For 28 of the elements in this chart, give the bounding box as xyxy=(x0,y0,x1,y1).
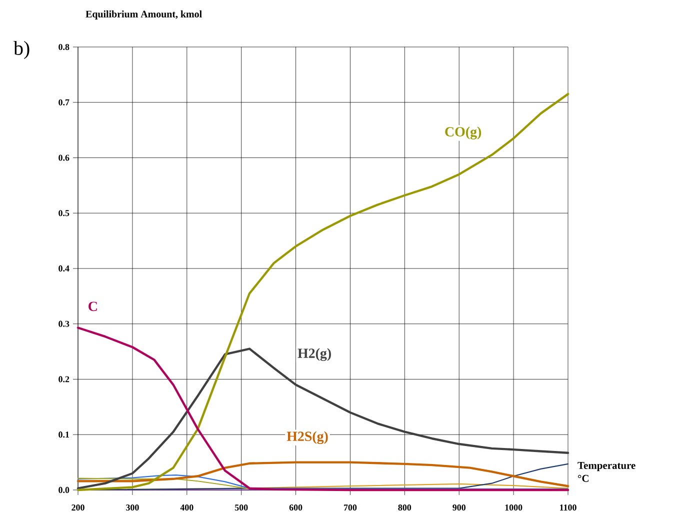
y-tick-label: 0.5 xyxy=(58,210,70,216)
y-tick-label: 0.3 xyxy=(58,320,70,327)
x-tick-label: 400 xyxy=(180,504,194,511)
x-tick-label: 1000 xyxy=(505,504,522,511)
x-tick-label: 300 xyxy=(126,504,139,511)
series-label: H2(g) xyxy=(298,348,331,361)
x-tick-label: 900 xyxy=(452,504,466,511)
line-series xyxy=(77,474,569,490)
x-tick-label: 700 xyxy=(344,504,357,511)
series-label: C xyxy=(88,302,97,312)
x-tick-label: 1100 xyxy=(560,504,576,511)
y-axis-title: Equilibrium Amount, kmol xyxy=(86,10,202,20)
x-tick-label: 600 xyxy=(289,504,302,511)
y-tick-label: 0.2 xyxy=(58,376,70,382)
series-label: CO(g) xyxy=(445,126,482,140)
y-tick-label: 0.0 xyxy=(58,486,70,494)
x-axis-title: Temperature °C xyxy=(578,462,636,482)
y-tick-label: 0.4 xyxy=(58,265,70,272)
text: b) xyxy=(14,40,30,60)
y-tick-label: 0.6 xyxy=(58,154,70,161)
y-tick-label: 0.1 xyxy=(58,432,70,438)
x-tick-label: 500 xyxy=(234,504,248,511)
y-tick-label: 0.7 xyxy=(58,99,70,106)
x-tick-label: 200 xyxy=(72,504,84,511)
y-tick-label: 0.8 xyxy=(58,44,70,50)
series-label: H2S(g) xyxy=(286,431,328,444)
x-tick-label: 800 xyxy=(398,504,412,511)
line-series xyxy=(76,92,570,492)
